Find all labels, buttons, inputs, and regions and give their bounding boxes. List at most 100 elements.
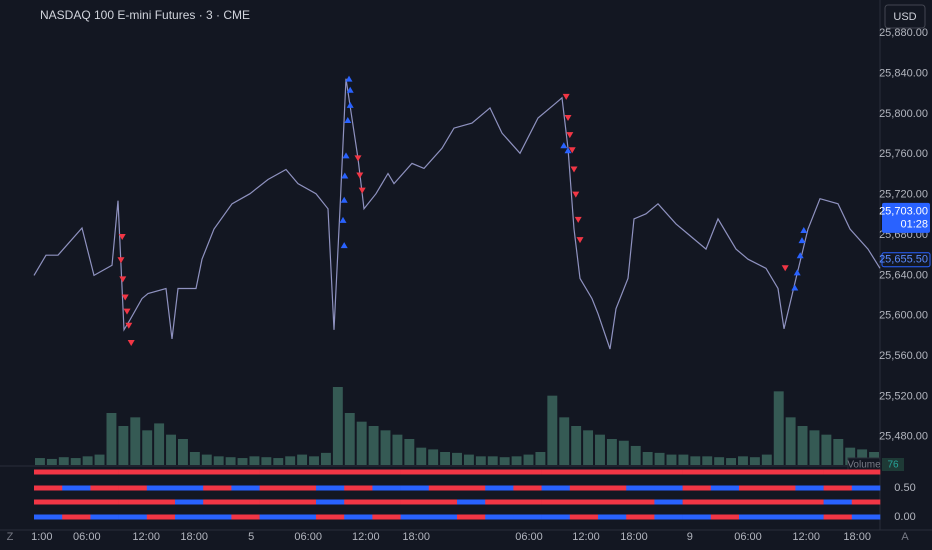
indicator-state [654,485,683,491]
indicator-state [795,469,824,475]
volume-bar [58,457,69,465]
x-tick-label: 9 [687,531,693,543]
x-tick-label: 18:00 [620,531,648,543]
indicator-state [175,485,204,491]
volume-bar [249,456,260,465]
volume-bar [273,458,284,465]
signal-up [560,142,568,149]
volume-bar [320,452,331,465]
volume-bar [845,447,856,465]
volume-bar [261,457,272,465]
signal-up [340,196,348,203]
indicator-state [118,469,148,475]
y-tick-label: 25,720.00 [879,189,928,201]
indicator-state [146,485,176,491]
marker-price-badge [881,252,931,268]
volume-bar [46,458,57,465]
volume-bar [583,430,594,465]
indicator-state [203,499,232,505]
indicator-state [710,499,740,505]
volume-bar [535,452,546,465]
currency[interactable]: USD [893,11,916,23]
signal-up [346,86,354,93]
indicator-state [118,485,148,491]
signal-down [356,172,364,179]
x-tick-label: 18:00 [180,531,208,543]
volume-bar [154,423,165,465]
volume-bar [201,454,212,465]
indicator-state [259,469,289,475]
indicator-state [34,499,63,505]
volume-bar [392,434,403,465]
indicator-state [344,499,373,505]
indicator-state [851,514,881,520]
indicator-state [457,514,486,520]
volume-bar [809,430,820,465]
y-tick-label: 25,600.00 [879,310,928,322]
indicator-state [485,469,514,475]
currency-button[interactable] [884,4,926,29]
indicator-state [739,469,768,475]
volume-bar [642,452,653,465]
indicator-state [654,469,683,475]
indicator-state [767,514,796,520]
volume-bar [797,426,808,465]
volume-bar [630,445,641,465]
indicator-state [541,514,571,520]
indicator-state [541,485,571,491]
volume-bar [559,417,570,465]
volume-bar [344,413,355,465]
volume-bar [225,457,236,465]
indicator-state [231,514,260,520]
last-price-badge [882,202,930,233]
indicator-state [682,514,712,520]
x-tick-label: 06:00 [73,531,101,543]
signal-up [800,226,808,233]
volume-bar [833,439,844,465]
indicator-state [682,469,712,475]
indicator-state [175,499,204,505]
signal-up [796,252,804,259]
volume-bar [726,458,737,465]
signal-down [125,322,133,329]
corner-icon[interactable]: A [901,531,909,543]
signal-down [570,166,578,173]
volume-bar [773,391,784,465]
signal-down [562,93,570,100]
indicator-state [344,469,373,475]
x-tick-label: 18:00 [402,531,430,543]
volume-bar [35,458,45,465]
price-line [33,78,881,350]
indicator-state [287,469,317,475]
volume-bar [714,457,725,465]
indicator-state [62,499,91,505]
volume-bar [237,458,248,465]
indicator-state [428,514,458,520]
corner-icon[interactable]: Z [7,531,14,543]
indicator-state [767,485,796,491]
indicator-state [598,514,627,520]
volume-bar [738,456,748,465]
indicator-state [485,499,514,505]
volume-bar [785,417,796,465]
indicator-state [598,469,627,475]
indicator-state [457,499,486,505]
indicator-state [203,514,232,520]
indicator-state [62,514,91,520]
indicator-state [767,499,796,505]
volume-bar [368,426,379,465]
indicator-state [457,469,486,475]
indicator-state [710,514,740,520]
indicator-state [90,499,119,505]
indicator-state [682,485,712,491]
volume-bar [309,456,319,465]
volume-bar [189,452,200,465]
indicator-state [428,485,458,491]
signal-down [572,191,580,198]
indicator-state [457,485,486,491]
volume-bar [761,454,772,465]
indicator-state [259,485,289,491]
countdown: 01:28 [900,219,928,231]
indicator-state [513,469,542,475]
